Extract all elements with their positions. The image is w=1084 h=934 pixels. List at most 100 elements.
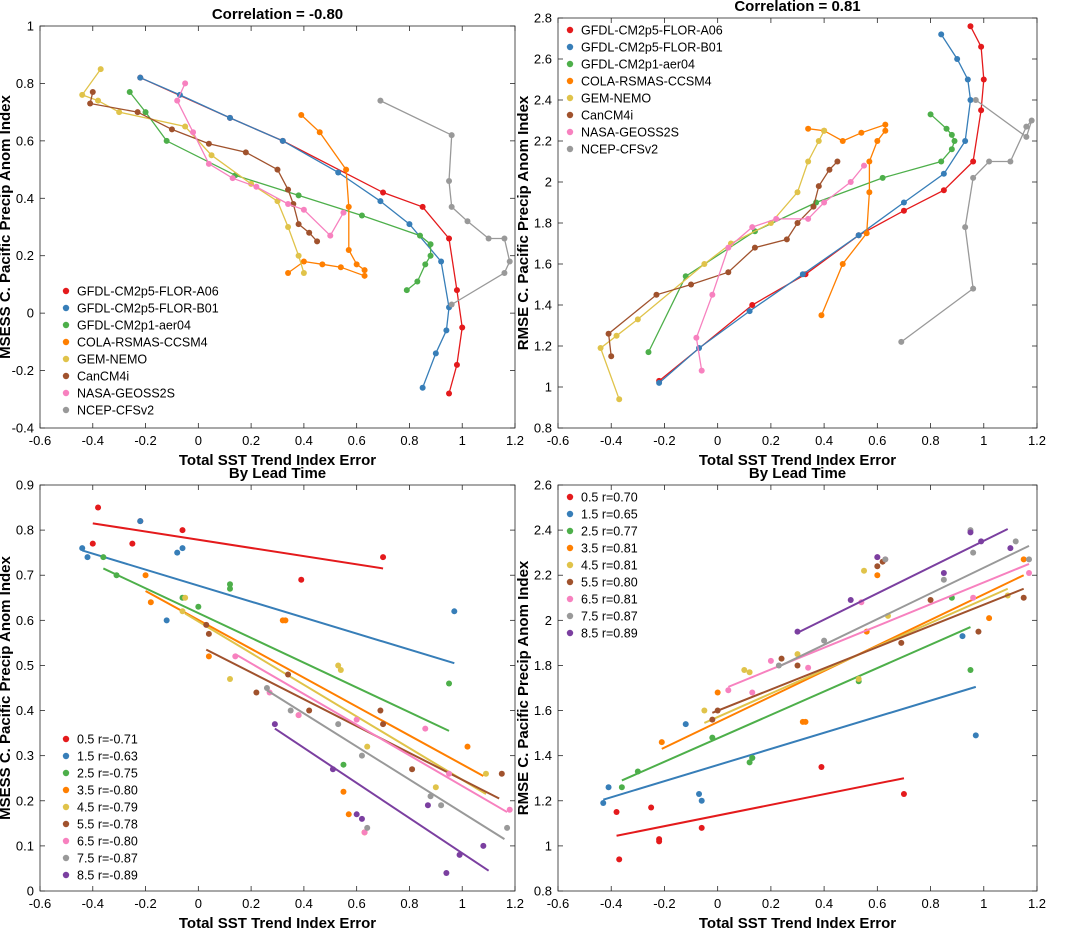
data-point — [839, 138, 846, 144]
legend-marker — [566, 578, 574, 586]
data-point — [451, 608, 458, 615]
data-point — [701, 707, 708, 714]
series-line — [658, 34, 972, 384]
data-point — [377, 97, 384, 104]
data-point — [285, 224, 292, 230]
data-point — [208, 152, 215, 159]
data-point — [964, 76, 971, 83]
data-point — [438, 258, 445, 265]
data-point — [443, 327, 450, 334]
legend-label: 2.5 r=0.77 — [581, 525, 638, 539]
data-point — [295, 221, 302, 228]
legend-marker — [566, 145, 574, 153]
series-GFDL-CM2p5-FLOR-B01 — [137, 74, 453, 391]
data-point — [714, 689, 721, 696]
data-point — [79, 91, 86, 98]
series-NCEP-CFSv2 — [898, 97, 1035, 345]
data-point — [345, 246, 352, 253]
data-point — [432, 350, 439, 357]
regression-line — [274, 727, 490, 872]
data-point — [794, 189, 801, 196]
data-point — [962, 224, 969, 231]
data-point — [940, 569, 947, 576]
series-NASA-GEOSS2S — [174, 80, 347, 239]
x-tick-label: 1 — [980, 433, 987, 448]
legend-label: 3.5 r=0.81 — [581, 542, 638, 556]
series-1.5 — [79, 518, 458, 665]
data-point — [300, 258, 307, 265]
x-tick-label: 1.2 — [1028, 433, 1046, 448]
data-point — [205, 653, 212, 660]
legend-label: 8.5 r=-0.89 — [77, 869, 138, 883]
legend-marker — [62, 372, 70, 380]
data-point — [970, 285, 977, 292]
x-axis-label: Total SST Trend Index Error — [699, 452, 896, 469]
data-point — [940, 187, 947, 194]
data-point — [358, 212, 365, 219]
data-point — [298, 576, 305, 583]
data-point — [749, 689, 756, 696]
data-point — [89, 540, 96, 547]
series-1.5 — [600, 633, 979, 807]
legend-label: GFDL-CM2p5-FLOR-B01 — [581, 41, 723, 55]
data-point — [361, 829, 368, 836]
data-point — [634, 316, 641, 323]
data-point — [205, 140, 212, 147]
data-point — [182, 594, 189, 601]
series-0.5 — [613, 763, 907, 863]
data-point — [1007, 158, 1014, 165]
data-point — [775, 662, 782, 669]
data-point — [900, 207, 907, 214]
data-point — [959, 633, 966, 640]
data-point — [498, 770, 505, 777]
data-point — [340, 761, 347, 768]
data-point — [821, 199, 828, 206]
data-point — [879, 174, 886, 181]
data-point — [142, 109, 149, 116]
plot-area — [600, 527, 1033, 863]
y-tick-label: 2.6 — [534, 478, 552, 493]
data-point — [799, 271, 806, 278]
data-point — [967, 666, 974, 673]
data-point — [834, 158, 841, 165]
data-point — [464, 743, 471, 750]
y-tick-label: 0 — [27, 884, 34, 899]
x-tick-label: 0.2 — [242, 896, 260, 911]
data-point — [855, 232, 862, 239]
data-point — [337, 666, 344, 673]
data-point — [446, 235, 453, 242]
legend-marker — [566, 595, 574, 603]
data-point — [358, 815, 365, 822]
data-point — [701, 261, 708, 267]
data-point — [137, 518, 144, 525]
data-point — [459, 324, 466, 331]
data-point — [174, 549, 181, 556]
regression-line — [102, 567, 450, 732]
y-tick-label: 1.8 — [534, 216, 552, 231]
data-point — [506, 806, 513, 813]
data-point — [295, 712, 302, 719]
legend-marker — [566, 43, 574, 51]
data-point — [927, 111, 934, 118]
legend-label: GEM-NEMO — [77, 353, 147, 367]
legend-label: CanCM4i — [77, 370, 129, 384]
data-point — [613, 332, 620, 339]
data-point — [501, 235, 508, 242]
x-tick-label: 0.6 — [868, 433, 886, 448]
data-point — [861, 162, 868, 169]
legend-label: 5.5 r=-0.78 — [77, 818, 138, 832]
legend-label: 2.5 r=-0.75 — [77, 767, 138, 781]
regression-line — [145, 590, 484, 777]
y-tick-label: 0.8 — [16, 523, 34, 538]
data-point — [87, 100, 94, 107]
x-tick-label: -0.4 — [82, 896, 104, 911]
data-point — [403, 287, 410, 294]
x-tick-label: 0.2 — [762, 433, 780, 448]
y-tick-label: 2.4 — [534, 93, 552, 108]
legend-marker — [566, 510, 574, 518]
data-point — [847, 597, 854, 604]
data-point — [600, 800, 607, 807]
legend-marker — [62, 871, 70, 879]
y-tick-label: 0.2 — [16, 793, 34, 808]
data-point — [263, 685, 270, 691]
